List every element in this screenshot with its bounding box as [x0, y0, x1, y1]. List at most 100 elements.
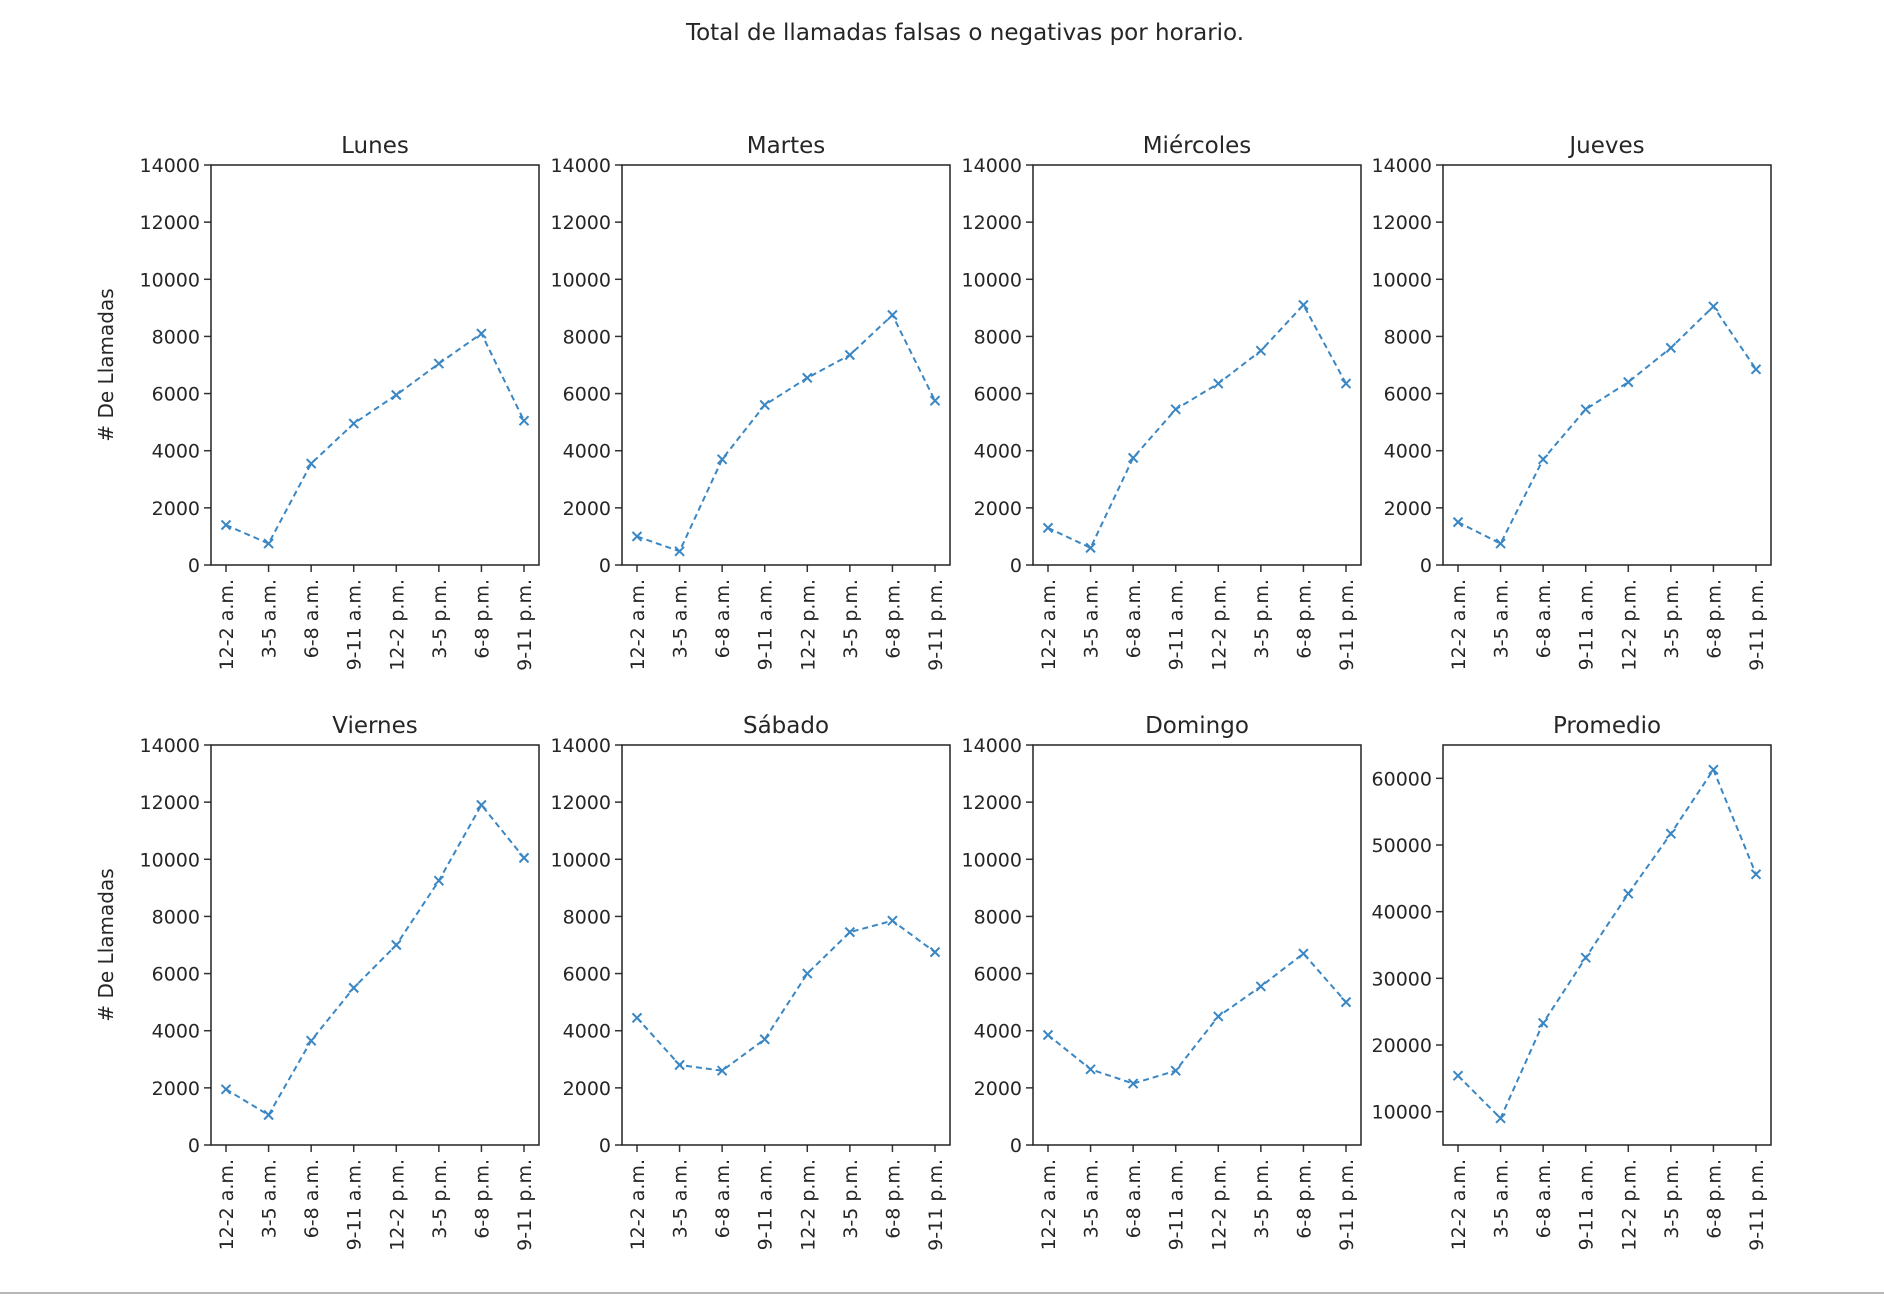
series-line: [1047, 952, 1347, 1085]
y-tick-label: 2000: [563, 1078, 611, 1100]
x-tick-label: 3-5 a.m.: [1081, 1159, 1103, 1238]
x-tick-label: 6-8 a.m.: [712, 579, 734, 658]
data-point: [1580, 952, 1591, 963]
x-tick-label: 3-5 a.m.: [670, 1159, 692, 1238]
y-tick-label: 12000: [551, 212, 611, 234]
data-point: [1170, 404, 1181, 415]
axes-frame: [1442, 164, 1772, 566]
data-point: [1340, 378, 1352, 389]
x-tick-label: 3-5 p.m.: [429, 1159, 451, 1239]
y-tick-label: 14000: [551, 735, 611, 757]
data-point: [887, 915, 898, 926]
y-tick-label: 12000: [140, 212, 200, 234]
data-point: [518, 415, 530, 426]
x-tick-label: 9-11 a.m.: [1166, 579, 1188, 670]
subplot-title: Miércoles: [1143, 133, 1252, 159]
x-tick-label: 3-5 a.m.: [259, 1159, 281, 1238]
data-point: [1495, 1113, 1506, 1124]
data-point: [802, 968, 813, 979]
y-axis-label: # De Llamadas: [94, 868, 118, 1021]
y-tick-label: 4000: [1384, 441, 1432, 463]
data-point: [391, 939, 402, 951]
y-tick-label: 12000: [962, 212, 1022, 234]
subplot-2: Martes 0 2000 4000 6000 8000 10000 12000 14000 12…: [551, 133, 951, 671]
x-tick-label: 12-2 a.m.: [216, 579, 238, 670]
figure-title: Total de llamadas falsas o negativas por…: [685, 20, 1244, 46]
y-tick-label: 2000: [563, 498, 611, 520]
x-tick-label: 6-8 p.m.: [1703, 579, 1725, 659]
data-point: [1042, 1029, 1054, 1041]
data-point: [220, 1084, 232, 1095]
y-tick-label: 2000: [974, 1078, 1022, 1100]
y-tick-label: 0: [1010, 1135, 1022, 1157]
y-tick-label: 6000: [1384, 384, 1432, 406]
series-line: [636, 919, 936, 1072]
data-point: [1298, 299, 1309, 311]
x-tick-label: 9-11 a.m.: [755, 579, 777, 670]
x-tick-label: 9-11 a.m.: [344, 579, 366, 670]
data-point: [674, 1059, 685, 1071]
subplot-7: Domingo 0 2000 4000 6000 8000 10000 12000 14000 1…: [962, 713, 1362, 1251]
x-tick-label: 3-5 a.m.: [259, 579, 281, 658]
data-point: [674, 546, 685, 557]
x-tick-label: 3-5 p.m.: [429, 579, 451, 659]
x-tick-label: 3-5 a.m.: [1081, 579, 1103, 658]
x-tick-label: 12-2 a.m.: [1038, 579, 1060, 670]
axes-frame: [621, 744, 951, 1146]
data-point: [716, 1065, 728, 1076]
subplot-title: Jueves: [1567, 133, 1644, 159]
y-tick-label: 6000: [563, 964, 611, 986]
x-tick-label: 9-11 a.m.: [1576, 579, 1598, 670]
y-tick-label: 10000: [1372, 1102, 1432, 1124]
x-tick-label: 3-5 p.m.: [840, 1159, 862, 1239]
data-point: [220, 519, 232, 531]
subplot-6: Sábado 0 2000 4000 6000 8000 10000 12000 14000 12…: [551, 713, 951, 1251]
y-tick-label: 2000: [974, 498, 1022, 520]
data-point: [631, 1012, 643, 1024]
x-tick-label: 6-8 p.m.: [882, 579, 904, 659]
axes-frame: [210, 744, 540, 1146]
y-tick-label: 8000: [152, 906, 200, 928]
x-tick-label: 12-2 p.m.: [1208, 1159, 1230, 1251]
y-tick-label: 60000: [1372, 768, 1432, 790]
data-point: [263, 1109, 274, 1121]
y-tick-label: 12000: [962, 792, 1022, 814]
data-point: [759, 399, 770, 411]
x-tick-label: 6-8 a.m.: [301, 579, 323, 658]
data-point: [1537, 454, 1549, 465]
data-point: [1213, 1011, 1224, 1022]
x-tick-label: 6-8 p.m.: [882, 1159, 904, 1239]
y-tick-label: 14000: [140, 155, 200, 177]
y-tick-label: 14000: [1372, 155, 1432, 177]
data-point: [1452, 516, 1464, 528]
x-tick-label: 9-11 p.m.: [514, 1159, 536, 1251]
data-point: [1213, 378, 1224, 389]
data-point: [929, 395, 941, 406]
data-point: [1665, 828, 1677, 839]
x-tick-label: 9-11 p.m.: [514, 579, 536, 671]
data-point: [433, 875, 445, 886]
x-tick-label: 12-2 a.m.: [627, 1159, 649, 1250]
series-line: [636, 313, 936, 553]
y-tick-label: 4000: [974, 441, 1022, 463]
x-tick-label: 3-5 p.m.: [1251, 579, 1273, 659]
x-tick-label: 12-2 a.m.: [1448, 579, 1470, 670]
data-point: [1255, 981, 1267, 992]
y-tick-label: 12000: [140, 792, 200, 814]
data-point: [1255, 345, 1267, 356]
data-point: [1623, 888, 1634, 899]
series-line: [1457, 767, 1757, 1121]
y-tick-label: 10000: [962, 269, 1022, 291]
data-point: [1537, 1017, 1549, 1029]
data-point: [348, 982, 359, 994]
x-tick-label: 3-5 a.m.: [1491, 1159, 1513, 1238]
data-point: [1298, 948, 1309, 959]
y-tick-label: 10000: [962, 849, 1022, 871]
series-line: [225, 803, 525, 1117]
data-point: [1580, 404, 1591, 415]
data-point: [305, 458, 317, 469]
data-point: [844, 926, 856, 938]
x-tick-label: 6-8 a.m.: [1123, 579, 1145, 658]
y-tick-label: 10000: [551, 269, 611, 291]
